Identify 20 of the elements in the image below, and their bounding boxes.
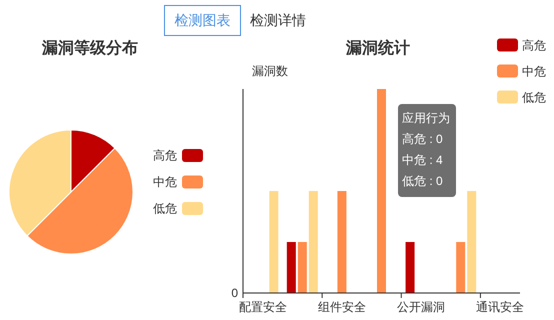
legend-label: 高危 [522, 38, 546, 52]
chart-title: 漏洞统计 [345, 39, 410, 57]
x-tick-label: 通讯安全 [476, 300, 524, 314]
annotation: 应用行为 [402, 111, 450, 125]
legend-label: 低危 [153, 202, 177, 216]
y-axis-title: 漏洞数 [252, 64, 288, 78]
annotation: 低危 : 0 [402, 174, 443, 188]
legend-label: 高危 [153, 148, 177, 162]
text: 检测详情 [250, 12, 306, 28]
annotation: 中危 : 4 [402, 153, 443, 167]
legend-label: 中危 [522, 64, 546, 78]
legend-label: 中危 [153, 175, 177, 189]
text: 检测图表 [174, 12, 230, 28]
x-tick-label: 公开漏洞 [397, 300, 446, 314]
x-tick-label: 组件安全 [318, 300, 366, 314]
x-tick-label: 配置安全 [238, 300, 287, 314]
text: 0 [231, 286, 238, 300]
chart-title: 漏洞等级分布 [41, 39, 138, 57]
annotation: 高危 : 0 [402, 132, 443, 146]
legend-label: 低危 [522, 90, 546, 104]
